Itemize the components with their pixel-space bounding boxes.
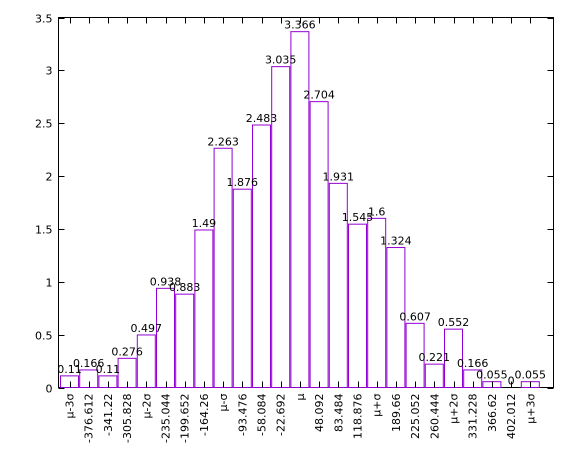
histogram-bar [60, 375, 79, 389]
bar-value-label: 0 [508, 375, 515, 388]
bars-group [60, 31, 540, 389]
histogram-bar [156, 287, 175, 388]
histogram-bar [175, 293, 195, 389]
x-tick-label: -305.828 [121, 394, 134, 443]
y-tick-label: 3 [46, 65, 53, 78]
x-tick-label: -58.084 [256, 394, 269, 436]
bar-value-label: 0.11 [96, 363, 121, 376]
x-tick-label: -235.044 [160, 394, 173, 443]
bar-value-label: 0.166 [73, 357, 105, 370]
x-tick-labels: μ-3σ -376.612 -341.22 -305.828 μ-2σ -235.044-… [64, 393, 538, 442]
y-tick-marks [58, 18, 554, 389]
x-tick-label: μ+2σ [448, 393, 461, 423]
bar-value-label: 1.931 [323, 170, 355, 183]
x-tick-label: 402.012 [505, 394, 518, 440]
y-tick-label: 1 [46, 277, 53, 290]
histogram-bar [309, 101, 329, 389]
histogram-bar [482, 381, 502, 388]
histogram-bar [232, 188, 252, 388]
bar-value-label: 0.607 [399, 310, 431, 323]
y-tick-label: 0.5 [35, 330, 53, 343]
x-tick-label: 331.228 [467, 394, 480, 440]
x-tick-label: μ-3σ [64, 393, 77, 418]
histogram-bar [367, 217, 387, 388]
x-tick-label: μ+3σ [524, 393, 537, 423]
bar-value-label: 2.483 [246, 112, 278, 125]
x-tick-label: 225.052 [409, 394, 422, 440]
histogram-bar [271, 66, 291, 389]
x-tick-label: -164.26 [198, 394, 211, 436]
value-labels: 0.110.1660.110.2760.4970.9380.8831.492.2… [57, 19, 546, 388]
x-tick-label: μ-σ [217, 393, 230, 411]
y-tick-label: 1.5 [35, 224, 53, 237]
bar-value-label: 3.035 [265, 54, 297, 67]
x-tick-label: 48.092 [313, 394, 326, 433]
histogram-bar [290, 31, 310, 389]
x-tick-label: -22.692 [275, 394, 288, 436]
bar-value-label: 0.938 [150, 275, 182, 288]
x-tick-label: -199.652 [179, 394, 192, 443]
x-tick-marks [70, 17, 531, 388]
x-tick-label: 118.876 [352, 394, 365, 440]
x-tick-label: -93.476 [236, 394, 249, 436]
bar-value-label: 0.055 [515, 369, 547, 382]
bar-value-label: 1.324 [380, 235, 412, 248]
bar-value-label: 3.366 [284, 19, 316, 32]
bar-value-label: 2.263 [207, 135, 239, 148]
histogram-bar [194, 229, 214, 388]
bar-value-label: 1.876 [227, 176, 259, 189]
x-tick-label: 366.62 [486, 394, 499, 433]
x-tick-label: μ [294, 394, 307, 401]
y-tick-labels: 0 0.5 1 1.5 2 2.5 3 3.5 [35, 13, 53, 396]
y-tick-label: 0 [46, 383, 53, 396]
bar-value-label: 0.166 [457, 357, 489, 370]
bar-value-label: 0.497 [131, 322, 163, 335]
histogram-bar [252, 124, 271, 389]
x-tick-label: μ-2σ [140, 393, 153, 418]
y-tick-label: 2 [46, 171, 53, 184]
histogram-bar [386, 247, 406, 388]
histogram-bar [348, 223, 367, 388]
bar-value-label: 1.545 [342, 211, 374, 224]
histogram-bar [136, 334, 156, 388]
bar-value-label: 2.704 [303, 89, 335, 102]
x-tick-label: -341.22 [102, 394, 115, 436]
y-tick-label: 3.5 [35, 13, 53, 26]
histogram-bar [98, 375, 118, 389]
histogram-bar [444, 328, 463, 389]
bar-value-label: 0.883 [169, 281, 201, 294]
histogram-bar [79, 369, 99, 388]
bar-value-label: 0.221 [419, 351, 451, 364]
x-tick-label: μ+σ [371, 393, 384, 416]
x-tick-label: -376.612 [83, 394, 96, 443]
x-tick-label: 260.444 [428, 394, 441, 440]
bar-value-label: 0.552 [438, 316, 470, 329]
histogram-bar [463, 369, 483, 388]
x-tick-label: 83.484 [332, 394, 345, 433]
bar-value-label: 0.055 [476, 369, 508, 382]
bar-value-label: 0.11 [57, 363, 82, 376]
y-tick-label: 2.5 [35, 118, 53, 131]
bar-value-label: 0.276 [111, 345, 143, 358]
x-tick-label: 189.66 [390, 394, 403, 433]
bar-value-label: 1.6 [368, 205, 386, 218]
bar-value-label: 1.49 [192, 217, 217, 230]
